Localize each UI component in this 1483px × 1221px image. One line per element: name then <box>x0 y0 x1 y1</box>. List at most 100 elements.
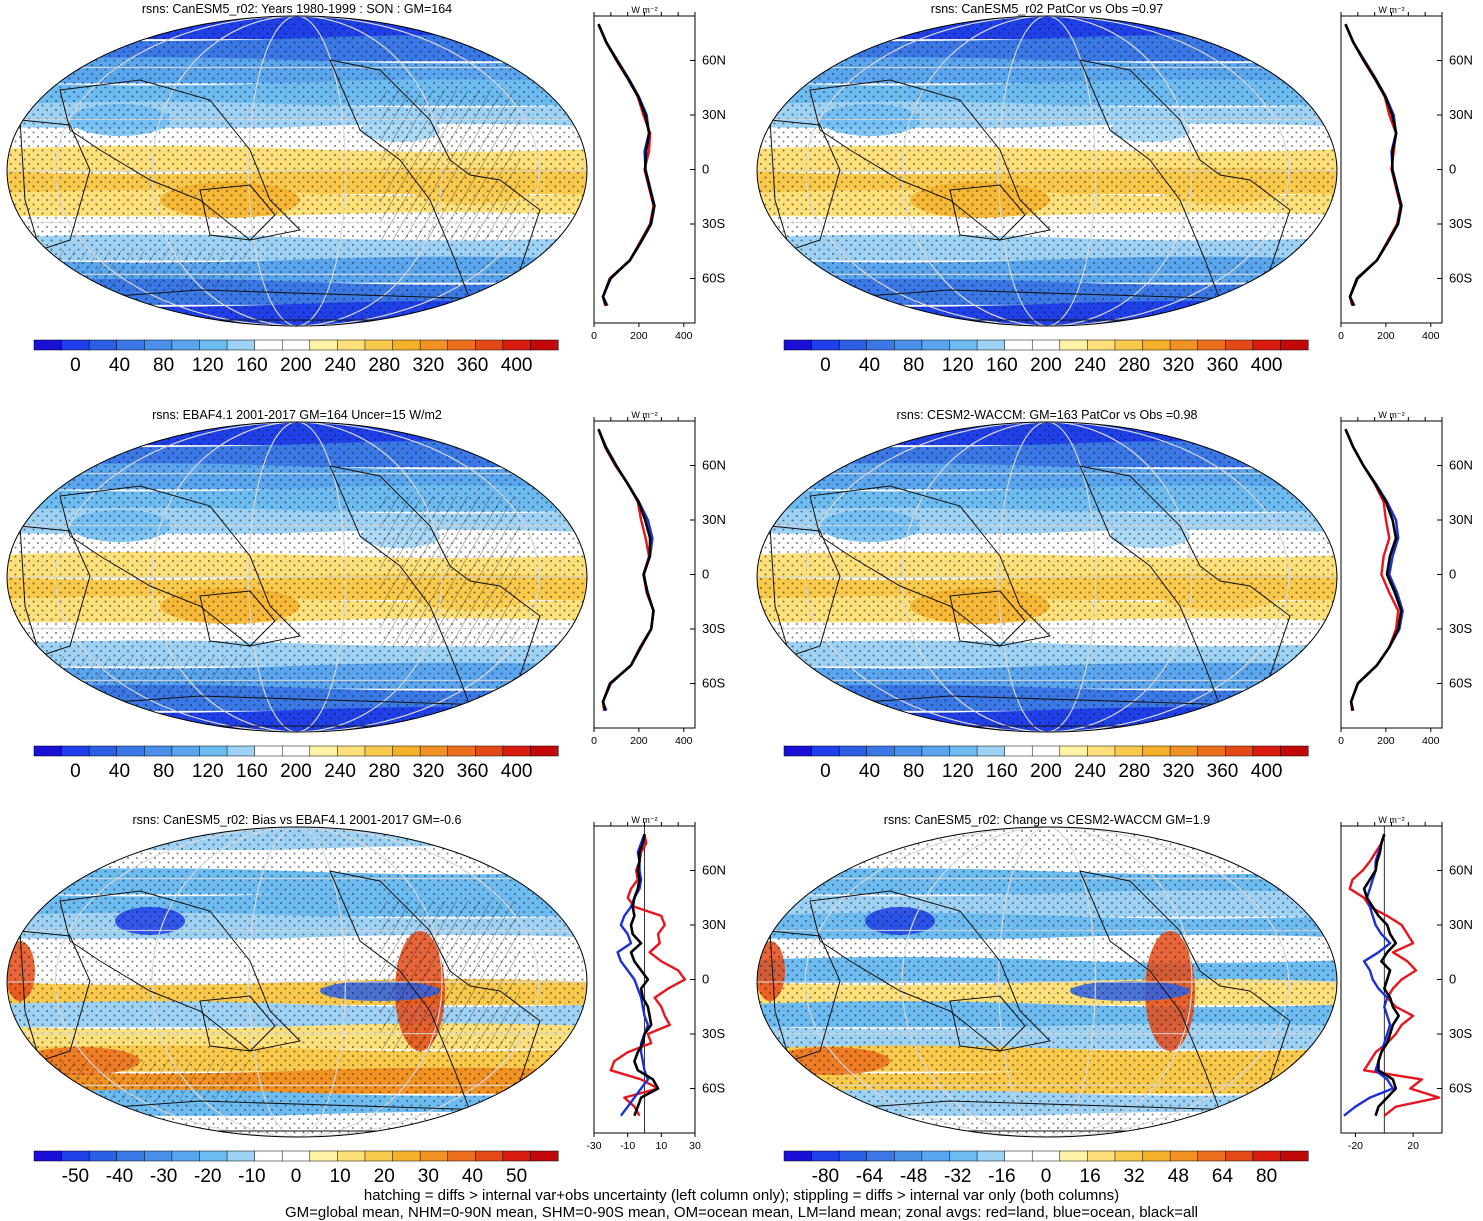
colorbar-swatch <box>1087 339 1116 351</box>
colorbar-label: 48 <box>1168 1166 1189 1187</box>
zonal-x-label: 400 <box>675 735 693 747</box>
colorbar-swatch <box>1169 745 1199 757</box>
colorbar-label: 16 <box>1080 1166 1101 1187</box>
colorbar-swatch <box>447 339 476 351</box>
coastline <box>199 995 276 1052</box>
zonal-y-label: 60S <box>702 1081 725 1096</box>
colorbar-swatch <box>1225 745 1254 757</box>
colorbar-swatch <box>88 745 118 757</box>
zonal-land-line <box>609 833 687 1117</box>
colorbar-swatch <box>1004 1150 1033 1162</box>
colorbar-swatch <box>1031 339 1061 351</box>
colorbar-swatch <box>1059 1150 1088 1162</box>
panel-5: rsns: CanESM5_r02: Bias vs EBAF4.1 2001-… <box>6 813 726 1187</box>
colorbar-label: 120 <box>942 761 974 782</box>
colorbar-label: 160 <box>986 355 1018 376</box>
colorbar-swatch <box>281 339 311 351</box>
zonal-x-label: 20 <box>1407 1140 1419 1152</box>
colorbar-label: 80 <box>1256 1166 1277 1187</box>
zonal-unit: W m⁻² <box>631 5 657 15</box>
colorbar-swatch <box>866 339 895 351</box>
colorbar-swatch <box>447 1150 476 1162</box>
panel-4: rsns: CESM2-WACCM: GM=163 PatCor vs Obs … <box>756 408 1473 782</box>
zonal-y-label: 60N <box>1449 53 1473 68</box>
colorbar-swatch <box>144 745 173 757</box>
zonal-y-label: 0 <box>1449 972 1456 987</box>
colorbar-swatch <box>337 1150 366 1162</box>
colorbar-swatch <box>502 1150 531 1162</box>
colorbar-swatch <box>1031 745 1061 757</box>
colorbar-swatch <box>1197 745 1226 757</box>
colorbar-label: 360 <box>457 355 489 376</box>
colorbar-swatch <box>949 745 978 757</box>
zonal-x-label: 0 <box>591 735 597 747</box>
panel-title: rsns: CanESM5_r02: Change vs CESM2-WACCM… <box>884 813 1210 827</box>
coastline <box>769 525 841 657</box>
colorbar-swatch <box>116 1150 145 1162</box>
colorbar-swatch <box>254 1150 283 1162</box>
colorbar-label: -48 <box>900 1166 927 1187</box>
colorbar-label: 0 <box>1041 1166 1052 1187</box>
zonal-y-label: 30N <box>1449 107 1473 122</box>
colorbar-swatch <box>171 745 201 757</box>
coastline <box>769 119 841 251</box>
colorbar-label: 360 <box>1207 761 1239 782</box>
footnote-line-1: hatching = diffs > internal var+obs unce… <box>363 1187 1120 1204</box>
coastline <box>769 930 841 1062</box>
zonal-all-line <box>629 833 660 1117</box>
zonal-y-label: 60N <box>702 53 726 68</box>
colorbar-label: 320 <box>1163 761 1195 782</box>
colorbar-swatch <box>392 339 421 351</box>
colorbar-swatch <box>1031 1150 1061 1162</box>
colorbar-swatch <box>838 1150 868 1162</box>
colorbar-label: 400 <box>501 761 533 782</box>
panel-title: rsns: CESM2-WACCM: GM=163 PatCor vs Obs … <box>896 408 1197 422</box>
colorbar-swatch <box>281 745 311 757</box>
colorbar-label: -20 <box>194 1166 221 1187</box>
zonal-unit: W m⁻² <box>1378 410 1404 420</box>
colorbar-swatch <box>949 1150 978 1162</box>
colorbar-swatch <box>226 745 256 757</box>
zonal-plot: W m⁻² -20 20 60N 30N 0 30S 60S <box>1340 815 1473 1152</box>
coastline <box>329 870 541 1112</box>
colorbar-label: 360 <box>457 761 489 782</box>
map-border <box>6 15 588 327</box>
zonal-x-label: -20 <box>1348 1140 1363 1152</box>
colorbar-swatch <box>475 339 504 351</box>
colorbar-swatch <box>254 745 283 757</box>
colorbar-swatch <box>894 339 923 351</box>
colorbar-swatch <box>475 745 504 757</box>
zonal-y-label: 30S <box>702 621 725 636</box>
colorbar-swatch <box>61 745 90 757</box>
colorbar-swatch <box>811 745 840 757</box>
zonal-plot: W m⁻² 0 200 400 60N 30N 0 30S 60S <box>1338 410 1473 747</box>
panel-title: rsns: CanESM5_r02: Bias vs EBAF4.1 2001-… <box>133 813 462 827</box>
colorbar-swatch <box>976 745 1006 757</box>
zonal-y-label: 60S <box>702 271 725 286</box>
colorbar-label: -10 <box>238 1166 265 1187</box>
colorbar-label: 80 <box>903 761 924 782</box>
colorbar-label: 40 <box>109 355 130 376</box>
hatching <box>380 496 520 646</box>
zonal-ocean-line <box>1343 833 1395 1117</box>
zonal-y-label: 0 <box>1449 567 1456 582</box>
zonal-y-label: 60N <box>702 863 726 878</box>
coastline <box>809 485 1052 647</box>
colorbar-swatch <box>475 1150 504 1162</box>
colorbar-swatch <box>1114 745 1144 757</box>
coastline <box>949 590 1026 647</box>
colorbar-label: 200 <box>1030 355 1062 376</box>
colorbar-label: 320 <box>1163 355 1195 376</box>
coastline <box>329 465 541 707</box>
colorbar-swatch <box>254 339 283 351</box>
zonal-x-label: 10 <box>655 1140 667 1152</box>
colorbar-swatch <box>171 339 201 351</box>
colorbar-label: 40 <box>109 761 130 782</box>
zonal-y-label: 30N <box>1449 512 1473 527</box>
colorbar-swatch <box>976 339 1006 351</box>
map-field <box>757 827 1337 1137</box>
zonal-land-line <box>1348 833 1441 1117</box>
colorbar-swatch <box>199 339 228 351</box>
colorbar-swatch <box>364 339 394 351</box>
